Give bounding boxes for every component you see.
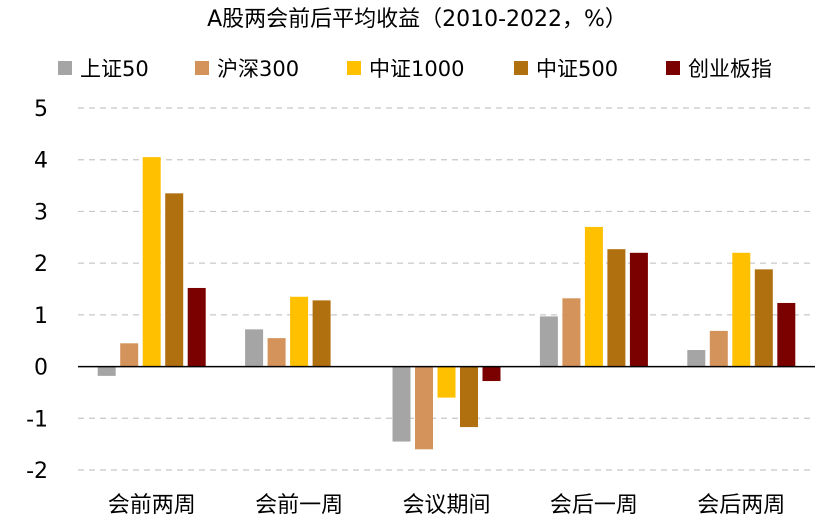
bar [187,287,206,367]
legend-label: 上证50 [80,57,149,81]
bars [97,157,796,450]
x-tick-label: 会后一周 [550,493,638,518]
bar [392,366,411,442]
bar [629,252,648,367]
y-tick-label: 3 [34,200,48,225]
legend-label: 沪深300 [217,57,299,81]
y-tick-label: 1 [34,304,48,329]
bar [415,366,433,450]
bar [732,252,751,367]
legend-label: 创业板指 [688,57,772,81]
y-tick-label: -1 [26,407,48,432]
y-axis: 5 4 3 2 1 0 -1 -2 [26,97,48,484]
bar [267,338,286,367]
bar [709,330,728,367]
y-tick-label: 4 [34,149,48,174]
chart-title: A股两会前后平均收益（2010-2022，%） [207,7,627,32]
bar [120,343,139,367]
bar [437,366,456,398]
bar [584,226,603,367]
legend-item: 上证50 [58,57,149,81]
legend-label: 中证1000 [369,57,464,81]
bar [312,300,331,367]
bar [607,249,626,367]
bar [460,366,478,428]
y-tick-label: 0 [34,356,48,381]
x-tick-label: 会后两周 [697,493,785,518]
bar [142,157,161,367]
legend-swatch [58,61,72,75]
legend-swatch [195,61,209,75]
bar [290,296,309,367]
bar [482,366,501,382]
bar [539,316,558,367]
bar [562,298,581,367]
x-tick-label: 会议期间 [402,493,490,518]
bar [245,329,264,367]
bar [777,302,796,367]
legend-swatch [347,61,361,75]
y-tick-label: -2 [26,459,48,484]
y-tick-label: 5 [34,97,48,122]
bar [165,193,184,367]
legend-item: 创业板指 [666,57,772,81]
bar [97,366,116,376]
legend-item: 中证1000 [347,57,464,81]
x-tick-label: 会前两周 [108,493,196,518]
legend-item: 中证500 [514,57,618,81]
y-tick-label: 2 [34,252,48,277]
bar [687,350,706,367]
x-tick-label: 会前一周 [255,493,343,518]
bar [754,269,773,367]
legend-item: 沪深300 [195,57,299,81]
gridlines [78,107,815,471]
legend-swatch [514,61,528,75]
legend-label: 中证500 [536,57,618,81]
legend-swatch [666,61,680,75]
x-axis: 会前两周 会前一周 会议期间 会后一周 会后两周 [78,365,815,518]
legend: 上证50 沪深300 中证1000 中证500 创业板指 [58,57,772,81]
